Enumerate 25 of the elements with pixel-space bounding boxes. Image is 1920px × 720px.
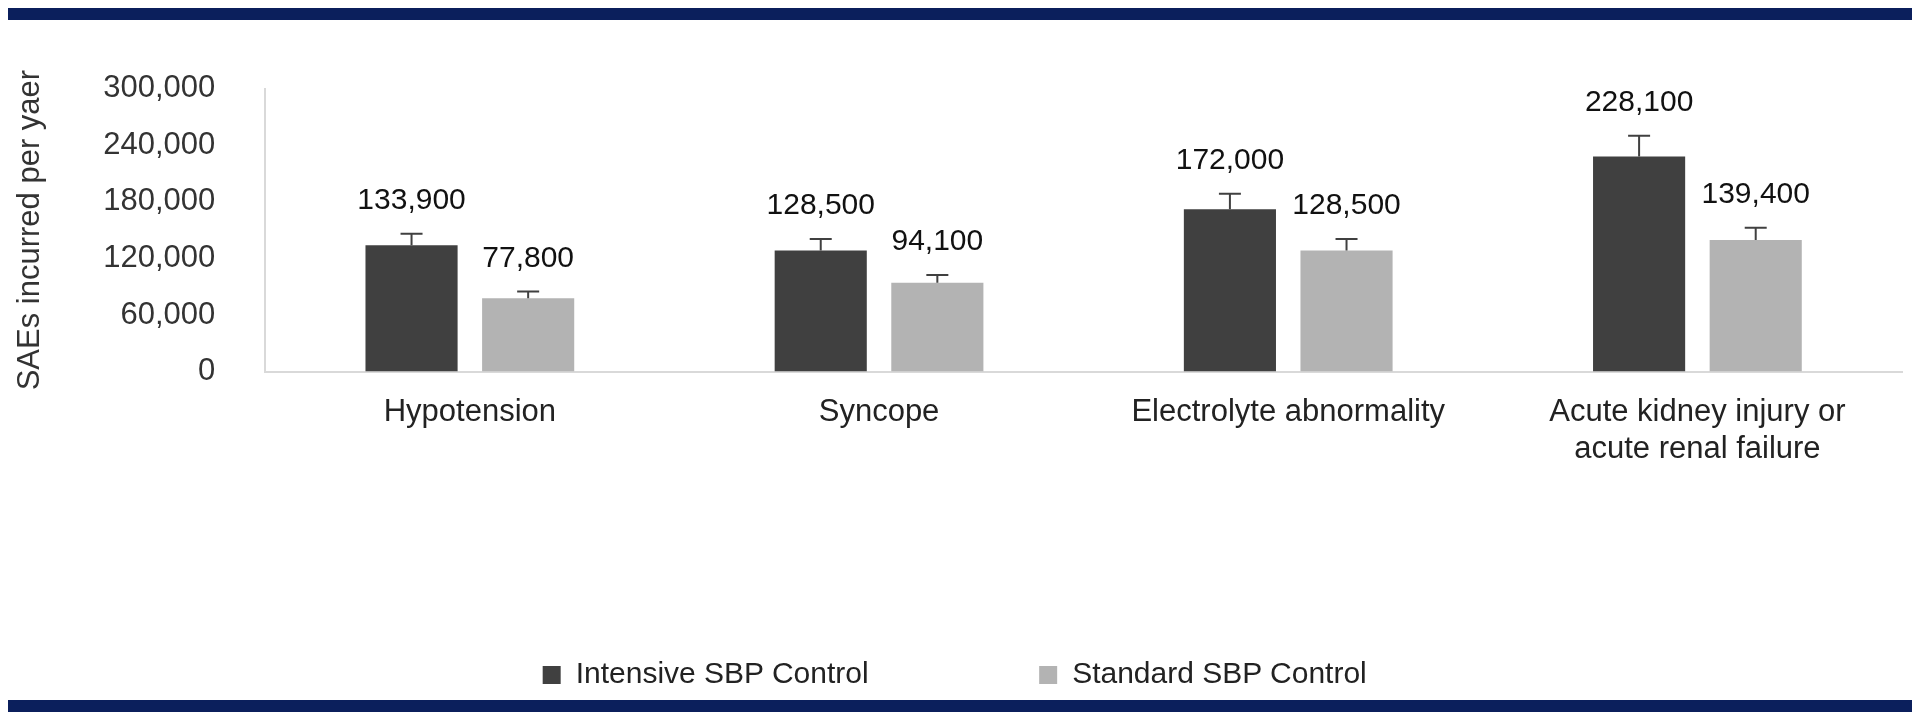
x-tick-label: Electrolyte abnormality [1131, 392, 1446, 428]
y-tick-label: 120,000 [103, 238, 216, 274]
data-label: 128,500 [766, 187, 875, 221]
y-tick-label: 60,000 [120, 295, 216, 331]
x-tick-label: Hypotension [383, 392, 557, 428]
bar [891, 282, 984, 372]
y-tick-label: 300,000 [103, 69, 216, 105]
legend-label: Standard SBP Control [1072, 656, 1367, 690]
y-tick-label: 180,000 [103, 182, 216, 218]
legend-label: Intensive SBP Control [575, 656, 869, 690]
data-label: 139,400 [1701, 176, 1810, 210]
y-tick-label: 240,000 [103, 125, 216, 161]
x-tick-label: Acute kidney injury or acute renal failure [1549, 392, 1846, 465]
data-label: 133,900 [357, 182, 466, 216]
data-label: 94,100 [891, 223, 984, 257]
bar [1709, 240, 1802, 372]
y-axis-title: SAEs incurred per yaer [11, 69, 47, 391]
data-label: 172,000 [1175, 142, 1285, 176]
x-tick-label: Syncope [818, 392, 940, 428]
y-tick-label: 0 [198, 352, 216, 388]
bar [1300, 250, 1393, 372]
bar [482, 298, 575, 372]
data-label: 228,100 [1584, 84, 1694, 118]
data-label: 77,800 [482, 239, 575, 273]
data-label: 128,500 [1292, 187, 1401, 221]
